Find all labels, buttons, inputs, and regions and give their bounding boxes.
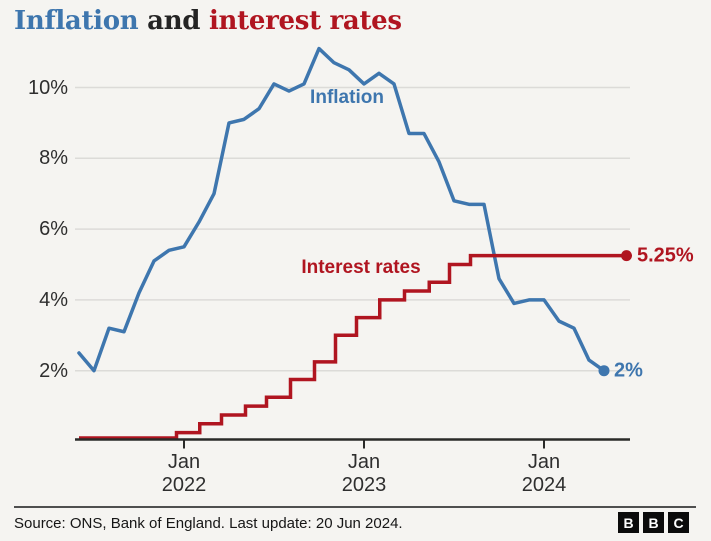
x-axis-label-year: 2023 (341, 474, 387, 496)
x-axis-label-month: Jan (167, 451, 201, 473)
interest-rate-end-value: 5.25% (637, 244, 694, 267)
title-words-interest-rates: interest rates (208, 6, 402, 36)
footer-divider (14, 506, 696, 508)
bbc-logo: B B C (618, 512, 689, 533)
x-axis-label-2022: Jan 2022 (139, 451, 229, 497)
x-axis-label-year: 2024 (521, 474, 567, 496)
y-axis-label-8: 8% (39, 147, 68, 169)
x-axis-label-month: Jan (347, 451, 381, 473)
x-axis-label-year: 2022 (161, 474, 207, 496)
inflation-series-label: Inflation (310, 87, 384, 108)
page-title: Inflation and interest rates (14, 6, 402, 36)
title-word-inflation: Inflation (14, 6, 139, 36)
inflation-end-value: 2% (614, 359, 643, 382)
interest-rates-series-label: Interest rates (301, 257, 421, 278)
inflation-end-dot (598, 365, 610, 377)
y-axis-label-4: 4% (39, 289, 68, 311)
x-axis-label-2023: Jan 2023 (319, 451, 409, 497)
bbc-logo-block-b1: B (618, 512, 639, 533)
source-attribution: Source: ONS, Bank of England. Last updat… (14, 515, 403, 532)
inflation-line (77, 46, 606, 373)
y-axis-label-10: 10% (27, 77, 68, 99)
y-axis-label-2: 2% (39, 360, 68, 382)
x-axis-label-2024: Jan 2024 (499, 451, 589, 497)
bbc-logo-block-b2: B (643, 512, 664, 533)
bbc-logo-block-c: C (668, 512, 689, 533)
title-word-and: and (138, 6, 209, 36)
interest-rate-step-line (79, 253, 627, 440)
interest-rate-end-dot (621, 250, 632, 262)
y-axis-label-6: 6% (39, 218, 68, 240)
x-axis-label-month: Jan (527, 451, 561, 473)
